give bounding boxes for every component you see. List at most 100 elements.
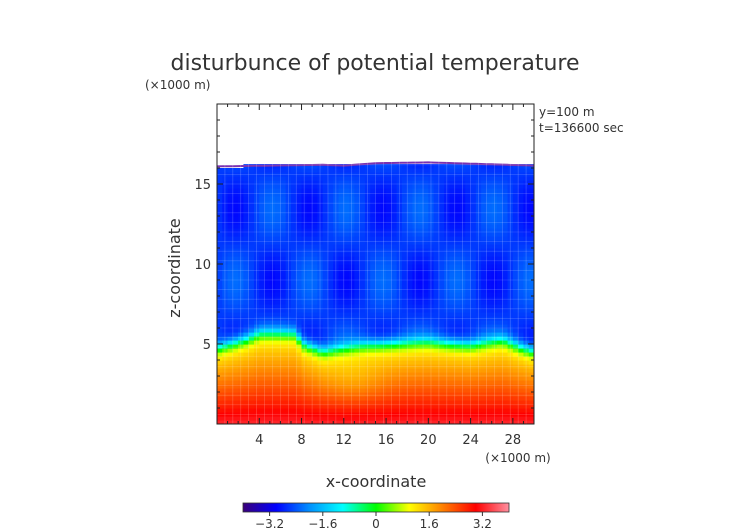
heatmap-cell [401, 336, 408, 341]
heatmap-cell [269, 224, 276, 229]
heatmap-cell [306, 188, 313, 193]
heatmap-cell [491, 260, 498, 265]
heatmap-cell [232, 324, 239, 329]
heatmap-cell [259, 404, 266, 409]
heatmap-cell [507, 244, 514, 249]
heatmap-cell [507, 260, 514, 265]
heatmap-cell [396, 360, 403, 365]
heatmap-cell [396, 236, 403, 241]
heatmap-cell [312, 412, 318, 417]
heatmap-cell [285, 224, 292, 229]
heatmap-cell [312, 368, 318, 373]
heatmap-cell [312, 376, 318, 381]
heatmap-cell [386, 196, 392, 201]
heatmap-cell [523, 264, 530, 269]
heatmap-cell [486, 252, 493, 257]
heatmap-cell [407, 400, 414, 405]
heatmap-cell [285, 256, 292, 261]
heatmap-cell [528, 320, 534, 325]
heatmap-cell [380, 216, 387, 221]
heatmap-cell [317, 288, 324, 293]
heatmap-cell [412, 260, 419, 265]
heatmap-cell [285, 192, 292, 197]
heatmap-cell [306, 316, 313, 321]
heatmap-cell [518, 364, 525, 369]
heatmap-cell [285, 412, 292, 417]
heatmap-cell [312, 244, 318, 249]
heatmap-cell [486, 284, 493, 289]
heatmap-cell [359, 276, 366, 281]
heatmap-cell [423, 416, 429, 421]
heatmap-cell [438, 268, 445, 273]
heatmap-cell [359, 264, 366, 269]
heatmap-cell [338, 180, 345, 185]
heatmap-cell [523, 296, 530, 301]
heatmap-cell [444, 328, 451, 333]
heatmap-cell [375, 284, 382, 289]
heatmap-cell [338, 232, 345, 237]
heatmap-cell [401, 348, 408, 353]
heatmap-cell [232, 260, 239, 265]
heatmap-cell [423, 236, 429, 241]
heatmap-cell [528, 324, 534, 329]
heatmap-cell [327, 164, 334, 169]
heatmap-cell [475, 196, 482, 201]
heatmap-cell [449, 192, 456, 197]
colorbar-tick-label: −3.2 [255, 517, 284, 531]
heatmap-cell [396, 248, 403, 253]
heatmap-cell [322, 188, 329, 193]
heatmap-cell [349, 164, 355, 169]
heatmap-cell [338, 320, 345, 325]
heatmap-cell [497, 184, 503, 189]
heatmap-cell [296, 200, 303, 205]
heatmap-cell [454, 220, 461, 225]
heatmap-cell [269, 172, 276, 177]
heatmap-cell [312, 324, 318, 329]
heatmap-cell [333, 224, 340, 229]
heatmap-cell [296, 256, 303, 261]
heatmap-cell [354, 260, 361, 265]
heatmap-cell [438, 376, 445, 381]
heatmap-cell [338, 420, 345, 424]
heatmap-cell [364, 248, 371, 253]
heatmap-cell [475, 296, 482, 301]
heatmap-cell [460, 232, 466, 237]
heatmap-cell [465, 332, 472, 337]
heatmap-cell [264, 228, 271, 233]
heatmap-cell [512, 280, 519, 285]
heatmap-cell [391, 420, 398, 424]
heatmap-cell [327, 188, 334, 193]
heatmap-cell [306, 256, 313, 261]
heatmap-cell [460, 264, 466, 269]
heatmap-cell [460, 240, 466, 245]
heatmap-cell [296, 236, 303, 241]
heatmap-cell [338, 244, 345, 249]
heatmap-cell [502, 220, 509, 225]
heatmap-cell [333, 296, 340, 301]
heatmap-cell [217, 208, 223, 213]
heatmap-cell [354, 308, 361, 313]
heatmap-cell [301, 340, 308, 345]
heatmap-cell [243, 292, 250, 297]
heatmap-cell [401, 352, 408, 357]
heatmap-cell [322, 236, 329, 241]
heatmap-cell [518, 244, 525, 249]
heatmap-cell [253, 232, 260, 237]
heatmap-cell [259, 172, 266, 177]
heatmap-cell [502, 404, 509, 409]
heatmap-cell [222, 220, 229, 225]
heatmap-cell [227, 304, 234, 309]
heatmap-cell [343, 300, 350, 305]
heatmap-cell [285, 196, 292, 201]
heatmap-cell [364, 168, 371, 173]
heatmap-cell [370, 232, 377, 237]
heatmap-cell [280, 168, 287, 173]
heatmap-cell [349, 240, 355, 245]
heatmap-cell [338, 364, 345, 369]
heatmap-cell [333, 208, 340, 213]
heatmap-cell [454, 180, 461, 185]
heatmap-cell [322, 208, 329, 213]
heatmap-cell [407, 372, 414, 377]
heatmap-cell [518, 300, 525, 305]
heatmap-cell [375, 348, 382, 353]
